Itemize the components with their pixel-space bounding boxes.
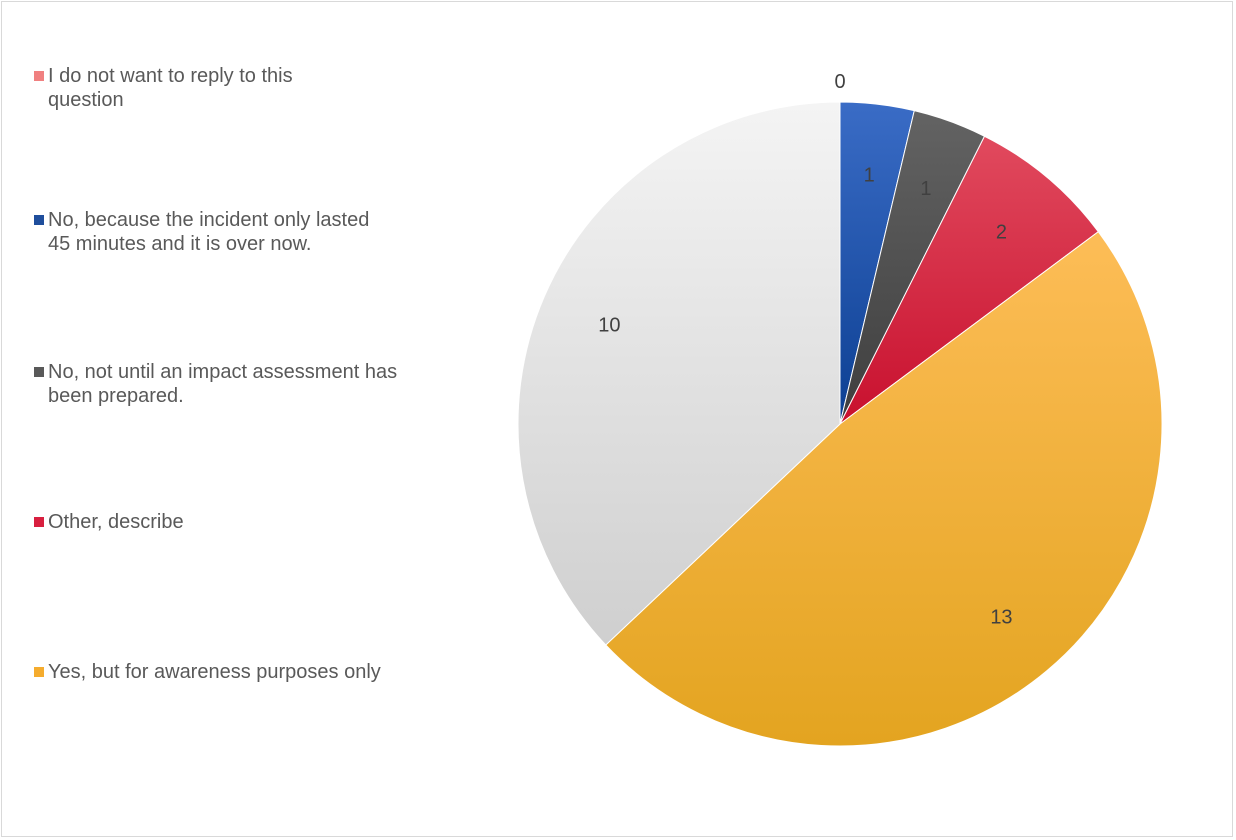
slice-other — [839, 135, 1099, 425]
legend-item-other: Other, describe — [34, 510, 434, 534]
legend-item-no-assessment: No, not until an impact assessment has b… — [34, 360, 434, 408]
label-no-reply: 0 — [834, 71, 845, 93]
legend-label-no-over: No, because the incident only lasted 45 … — [48, 209, 370, 255]
legend-swatch-yes-awareness — [34, 667, 44, 677]
legend-label-yes-awareness: Yes, but for awareness purposes only — [48, 661, 381, 683]
legend-label-no-assessment: No, not until an impact assessment has b… — [48, 361, 398, 407]
legend-swatch-no-over — [34, 215, 44, 225]
label-no-over: 1 — [864, 165, 875, 187]
label-no-assessment: 1 — [920, 178, 931, 200]
legend-swatch-no-assessment — [34, 367, 44, 377]
label-other: 2 — [996, 222, 1007, 244]
legend-swatch-other — [34, 517, 44, 527]
legend-item-no-over: No, because the incident only lasted 45 … — [34, 208, 434, 256]
legend-item-yes-awareness: Yes, but for awareness purposes only — [34, 660, 434, 684]
legend-item-no-reply: I do not want to reply to this question — [34, 64, 434, 112]
slice-remaining — [517, 101, 841, 646]
legend-label-other: Other, describe — [48, 511, 184, 533]
legend-label-no-reply: I do not want to reply to this question — [48, 65, 293, 111]
label-yes-awareness: 13 — [990, 606, 1012, 628]
slice-yes-awareness — [605, 231, 1163, 747]
label-remaining: 10 — [598, 315, 620, 337]
legend-swatch-no-reply — [34, 71, 44, 81]
